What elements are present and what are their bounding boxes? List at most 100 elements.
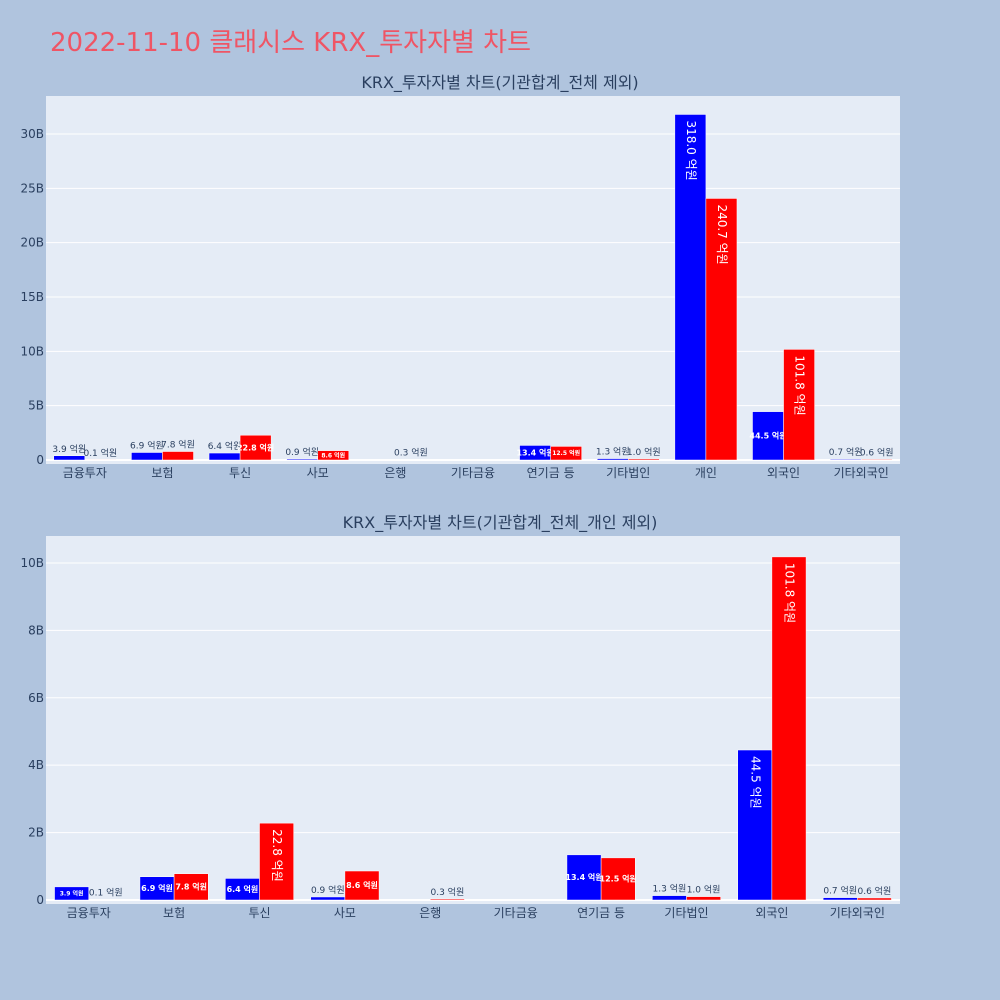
- bar-series-b: [600, 857, 636, 901]
- y-tick-label: 0: [36, 453, 44, 467]
- x-tick-label: 금융투자: [63, 466, 107, 480]
- bar-series-b: [259, 822, 294, 901]
- bar-value-label: 7.8 억원: [175, 882, 207, 892]
- y-tick-label: 2B: [28, 826, 44, 840]
- bar-value-label: 12.5 억원: [600, 874, 637, 884]
- bar-series-a: [829, 458, 862, 461]
- bar-series-a: [208, 452, 241, 461]
- bar-value-label: 0.6 억원: [858, 885, 892, 897]
- bar-value-label: 0.3 억원: [394, 447, 428, 459]
- bar-series-a: [652, 895, 687, 901]
- bar-value-label: 0.1 억원: [89, 887, 123, 899]
- x-tick-label: 투신: [229, 466, 251, 480]
- bar-value-label: 6.4 억원: [227, 884, 259, 894]
- bar-value-label: 6.4 억원: [208, 440, 242, 452]
- bar-series-b: [173, 873, 209, 901]
- chart-bottom: KRX_투자자별 차트(기관합계_전체_개인 제외) 0 2B 4B 6B 8B 10B 금융…: [20, 513, 900, 920]
- y-tick-label: 8B: [28, 623, 44, 637]
- bar-value-label: 101.8 억원: [793, 355, 807, 415]
- bar-series-b: [550, 446, 582, 461]
- bar-value-label: 0.9 억원: [311, 884, 345, 896]
- bar-value-label: 1.3 억원: [653, 883, 687, 895]
- y-tick-label: 4B: [28, 758, 44, 772]
- bar-value-label: 12.5 억원: [552, 449, 580, 457]
- bar-series-a: [752, 411, 784, 461]
- bar-value-label: 318.0 억원: [684, 120, 698, 180]
- x-tick-label: 외국인: [755, 906, 788, 920]
- bar-series-b: [628, 458, 660, 461]
- bar-series-a: [286, 458, 318, 461]
- bar-value-label: 0.6 억원: [860, 446, 894, 458]
- bar-series-b: [857, 897, 892, 901]
- y-tick-label: 15B: [20, 290, 44, 304]
- bar-series-b: [344, 870, 380, 901]
- x-tick-label: 기타금융: [451, 466, 495, 480]
- x-tick-label: 기타법인: [606, 466, 650, 480]
- x-tick-label: 보험: [163, 906, 185, 920]
- bar-value-label: 0.3 억원: [431, 886, 465, 898]
- bar-series-b: [162, 451, 194, 461]
- y-tick-label: 10B: [20, 556, 44, 570]
- bar-value-label: 1.0 억원: [627, 446, 661, 458]
- bar-value-label: 101.8 억원: [782, 563, 796, 623]
- bar-series-b: [430, 898, 465, 901]
- bar-value-label: 1.0 억원: [687, 884, 721, 896]
- y-tick-label: 6B: [28, 691, 44, 705]
- bar-value-label: 44.5 억원: [748, 756, 762, 809]
- bar-series-a: [737, 749, 773, 901]
- bar-value-label: 13.4 억원: [565, 872, 602, 882]
- bar-value-label: 44.5 억원: [749, 430, 786, 440]
- bar-series-a: [822, 897, 858, 901]
- bar-series-b: [783, 349, 815, 461]
- x-tick-label: 은행: [419, 905, 441, 920]
- bar-series-a: [674, 114, 707, 461]
- bar-value-label: 22.8 억원: [270, 829, 284, 882]
- y-tick-label: 0: [36, 893, 44, 907]
- x-tick-label: 기타외국인: [834, 466, 889, 480]
- bar-series-a: [596, 458, 629, 461]
- y-tick-label: 30B: [20, 127, 44, 141]
- x-tick-label: 금융투자: [67, 906, 111, 920]
- bar-series-b: [317, 450, 350, 461]
- bar-value-label: 8.6 억원: [346, 880, 378, 890]
- bar-value-label: 0.9 억원: [285, 446, 319, 458]
- bar-value-label: 13.4 억원: [516, 447, 553, 457]
- x-tick-label: 투신: [248, 906, 270, 920]
- y-tick-label: 10B: [20, 344, 44, 358]
- x-tick-label: 기타법인: [664, 906, 708, 920]
- bar-value-label: 22.8 억원: [237, 442, 274, 452]
- bar-series-b: [705, 198, 738, 461]
- bar-value-label: 8.6 억원: [321, 451, 345, 459]
- x-tick-label: 기타외국인: [830, 906, 885, 920]
- bar-value-label: 1.3 억원: [596, 446, 630, 458]
- chart-top: KRX_투자자별 차트(기관합계_전체 제외) 0 5B 10B 15B 20B 25B 30…: [20, 73, 900, 480]
- bar-series-a: [54, 886, 89, 901]
- y-tick-label: 5B: [28, 399, 44, 413]
- bar-value-label: 0.7 억원: [829, 446, 863, 458]
- bar-value-label: 3.9 억원: [52, 443, 86, 455]
- y-tick-label: 25B: [20, 181, 44, 195]
- bar-series-a: [131, 452, 163, 461]
- x-tick-label: 기타금융: [494, 906, 538, 920]
- bar-value-label: 3.9 억원: [60, 889, 84, 897]
- chart-subtitle: KRX_투자자별 차트(기관합계_전체_개인 제외): [343, 513, 658, 533]
- x-tick-label: 개인: [695, 466, 717, 480]
- x-tick-label: 연기금 등: [527, 466, 575, 480]
- plot-area: [46, 96, 900, 464]
- chart-subtitle: KRX_투자자별 차트(기관합계_전체 제외): [361, 73, 638, 93]
- bar-value-label: 6.9 억원: [130, 440, 164, 452]
- x-tick-label: 은행: [384, 465, 406, 480]
- x-tick-label: 보험: [151, 466, 173, 480]
- x-tick-label: 외국인: [767, 466, 800, 480]
- bar-value-label: 6.9 억원: [141, 883, 173, 893]
- bar-series-b: [771, 556, 807, 901]
- y-tick-label: 20B: [20, 236, 44, 250]
- bar-value-label: 240.7 억원: [715, 204, 729, 264]
- x-tick-label: 사모: [334, 906, 356, 920]
- bar-series-a: [310, 896, 346, 901]
- bar-value-label: 0.1 억원: [83, 447, 117, 459]
- bar-series-a: [53, 455, 86, 461]
- page-title: 2022-11-10 클래시스 KRX_투자자별 차트: [50, 28, 532, 58]
- bar-series-b: [239, 434, 272, 461]
- bar-value-label: 7.8 억원: [161, 439, 195, 451]
